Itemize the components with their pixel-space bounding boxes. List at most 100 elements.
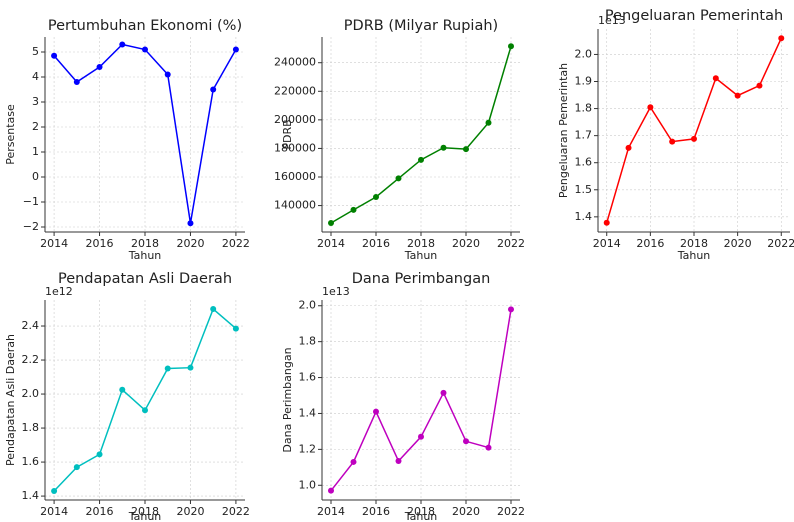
point — [119, 41, 126, 48]
x-tick-label: 2020 — [452, 237, 480, 250]
y-tick-label: 1.9 — [575, 75, 593, 88]
x-tick-label: 2016 — [362, 237, 390, 250]
point — [164, 71, 171, 78]
point — [210, 306, 217, 313]
chart-title: Pengeluaran Pemerintah — [605, 8, 783, 24]
x-tick-label: 2020 — [452, 505, 480, 518]
point — [691, 135, 697, 142]
point — [734, 92, 741, 99]
point — [508, 43, 514, 50]
point — [232, 325, 239, 332]
point — [210, 86, 217, 93]
y-tick-label: 3 — [32, 95, 39, 108]
point — [669, 138, 676, 145]
x-tick-label: 2018 — [131, 237, 159, 250]
point — [119, 386, 126, 393]
x-axis-label: Tahun — [677, 249, 711, 262]
point — [485, 444, 492, 451]
point — [625, 144, 632, 151]
y-tick-label: 1.0 — [299, 478, 317, 491]
x-axis-label: Tahun — [128, 510, 162, 522]
offset-label: 1e13 — [322, 285, 350, 298]
point — [73, 464, 80, 471]
point — [51, 52, 58, 59]
y-tick-label: 160000 — [274, 170, 316, 183]
x-axis-label: Tahun — [404, 510, 438, 522]
y-tick-label: −1 — [23, 195, 39, 208]
chart-title: Dana Perimbangan — [352, 271, 491, 287]
point — [164, 365, 171, 372]
x-tick-label: 2022 — [497, 237, 525, 250]
x-tick-label: 2014 — [593, 237, 621, 250]
point — [440, 144, 447, 151]
x-tick-label: 2018 — [680, 237, 708, 250]
point — [418, 433, 424, 440]
y-tick-label: 0 — [32, 170, 39, 183]
x-tick-label: 2014 — [40, 505, 68, 518]
point — [96, 451, 103, 458]
point — [350, 206, 357, 213]
chart-title: Pendapatan Asli Daerah — [58, 271, 232, 287]
y-tick-label: 1.4 — [22, 489, 40, 502]
point — [73, 79, 80, 85]
y-tick-label: 1.6 — [299, 371, 317, 384]
y-tick-label: 1.8 — [22, 421, 40, 434]
y-tick-label: −2 — [23, 220, 39, 233]
x-tick-label: 2018 — [407, 505, 435, 518]
point — [187, 364, 194, 371]
y-tick-label: 1.5 — [575, 183, 593, 196]
y-axis-label: Dana Perimbangan — [281, 347, 294, 452]
y-tick-label: 1 — [32, 145, 39, 158]
y-tick-label: 2.0 — [22, 387, 40, 400]
point — [232, 46, 239, 53]
subplot: 140000 160000 180000 200000 220000 240000 2014… — [274, 18, 525, 262]
y-tick-label: 1.7 — [575, 129, 593, 142]
x-tick-label: 2014 — [317, 237, 345, 250]
y-tick-label: 1.6 — [575, 156, 593, 169]
y-tick-label: 2.2 — [22, 353, 40, 366]
point — [373, 194, 379, 200]
y-tick-label: 5 — [32, 45, 39, 58]
y-tick-label: 1.2 — [299, 442, 317, 455]
y-tick-label: 1.4 — [575, 210, 593, 223]
y-tick-label: 2 — [32, 120, 39, 133]
subplot: −2 −1 0 1 2 3 4 5 2014 2016 2018 2020 2022 Pertumbuha… — [4, 18, 250, 262]
point — [395, 458, 402, 465]
point — [328, 487, 334, 494]
y-axis-label: Pendapatan Asli Daerah — [4, 334, 17, 466]
point — [603, 219, 610, 226]
y-tick-label: 200000 — [274, 113, 316, 126]
x-axis-label: Tahun — [404, 249, 438, 262]
point — [712, 75, 719, 82]
point — [395, 175, 402, 182]
y-tick-label: 4 — [32, 70, 39, 83]
x-tick-label: 2022 — [497, 505, 525, 518]
y-tick-label: 2.4 — [22, 319, 40, 332]
point — [463, 146, 469, 153]
point — [440, 389, 447, 396]
y-tick-label: 2.0 — [299, 299, 317, 312]
y-tick-label: 220000 — [274, 84, 316, 97]
point — [373, 408, 379, 415]
point — [756, 82, 763, 89]
y-tick-label: 180000 — [274, 141, 316, 154]
x-tick-label: 2020 — [176, 505, 204, 518]
offset-label: 1e13 — [598, 14, 626, 27]
point — [508, 306, 514, 313]
x-tick-label: 2018 — [407, 237, 435, 250]
y-axis-label: PDRB — [281, 119, 294, 149]
y-tick-label: 2.0 — [575, 47, 593, 60]
point — [350, 458, 357, 465]
subplot: 1.4 1.5 1.6 1.7 1.8 1.9 2.0 2014 2016 2018 2020 202… — [557, 8, 794, 262]
y-tick-label: 1.4 — [299, 406, 317, 419]
y-tick-label: 140000 — [274, 199, 316, 212]
x-tick-label: 2018 — [131, 505, 159, 518]
x-tick-label: 2022 — [222, 505, 250, 518]
x-tick-label: 2022 — [767, 237, 794, 250]
point — [142, 407, 148, 414]
point — [778, 35, 785, 42]
x-tick-label: 2020 — [724, 237, 752, 250]
chart-title: Pertumbuhan Ekonomi (%) — [48, 18, 242, 34]
x-tick-label: 2016 — [86, 505, 114, 518]
offset-label: 1e12 — [45, 285, 73, 298]
